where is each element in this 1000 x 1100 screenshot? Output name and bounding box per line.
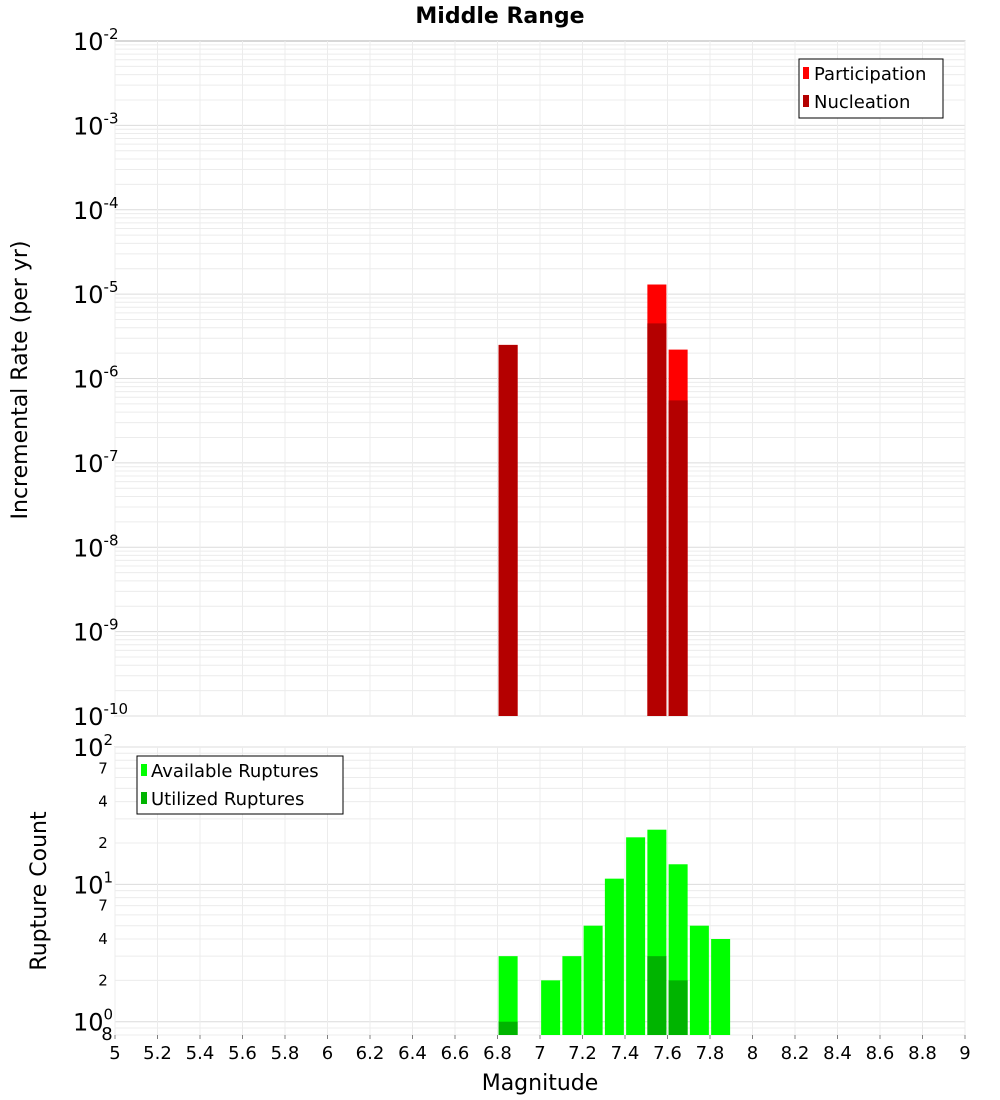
x-tick-label: 7 (534, 1043, 545, 1064)
legend-utilized-label: Utilized Ruptures (151, 789, 304, 810)
legend-participation-label: Participation (814, 64, 926, 85)
x-tick-label: 8.2 (781, 1043, 810, 1064)
x-tick-label: 8.4 (823, 1043, 852, 1064)
bottom-y-tick-major: 102 (73, 731, 113, 762)
top-y-tick-label: 10-5 (73, 278, 119, 309)
x-tick-label: 8.8 (908, 1043, 937, 1064)
x-tick-label: 6.6 (441, 1043, 470, 1064)
bottom-legend: Available Ruptures Utilized Ruptures (136, 755, 344, 815)
x-axis-label: Magnitude (482, 1071, 599, 1096)
utilized-swatch (141, 792, 147, 804)
bottom-y-tick-minor: 4 (98, 793, 108, 811)
top-y-tick-label: 10-9 (73, 616, 119, 647)
bottom-y-tick-minor: 7 (98, 897, 108, 915)
bottom-utilized-ruptures-bar (647, 956, 667, 1035)
top-y-tick-label: 10-3 (73, 109, 119, 140)
x-tick-label: 5.2 (143, 1043, 172, 1064)
bottom-y-tick-minor: 2 (98, 834, 108, 852)
legend-available-label: Available Ruptures (151, 761, 319, 782)
top-y-tick-label: 10-7 (73, 447, 119, 478)
x-tick-label: 6.4 (398, 1043, 427, 1064)
x-tick-label: 5 (109, 1043, 120, 1064)
top-nucleation-bar (668, 400, 688, 716)
participation-swatch (803, 67, 809, 79)
bottom-available-ruptures-bar (541, 980, 561, 1035)
bottom-y-tick-minor: 8 (101, 1024, 112, 1045)
bottom-panel: 102 101 100 7 4 2 7 4 2 8 Rupture Count Available… (27, 731, 966, 1045)
bottom-available-ruptures-bar (689, 925, 709, 1035)
bottom-y-tick-major: 100 (73, 1006, 113, 1037)
x-tick-label: 9 (959, 1043, 970, 1064)
x-tick-label: 6.2 (356, 1043, 385, 1064)
legend-nucleation-label: Nucleation (814, 92, 910, 113)
bottom-available-ruptures-bar (498, 956, 518, 1035)
bottom-y-tick-minor: 2 (98, 971, 108, 989)
top-bars (498, 284, 688, 716)
bottom-y-tick-major: 101 (73, 868, 113, 899)
bottom-legend-box (136, 755, 344, 815)
bottom-available-ruptures-bar (562, 956, 582, 1035)
x-tick-label: 5.8 (271, 1043, 300, 1064)
bottom-available-ruptures-bar (626, 837, 646, 1035)
top-y-tick-label: 10-6 (73, 363, 119, 394)
top-y-tick-label: 10-10 (73, 700, 128, 731)
x-tick-label: 7.2 (568, 1043, 597, 1064)
bottom-y-axis-label: Rupture Count (27, 811, 52, 971)
x-tick-label: 6 (322, 1043, 333, 1064)
available-swatch (141, 764, 147, 776)
bottom-y-tick-minor: 4 (98, 930, 108, 948)
x-tick-label: 8.6 (866, 1043, 895, 1064)
bottom-utilized-ruptures-bar (498, 1021, 518, 1035)
top-y-ticks: 10-2 10-3 10-4 10-5 10-6 10-7 10-8 10-9 10-10 (73, 25, 128, 731)
top-nucleation-bar (498, 344, 518, 716)
top-y-axis-label: Incremental Rate (per yr) (8, 241, 33, 520)
bottom-available-ruptures-bar (583, 925, 603, 1035)
x-tick-label: 7.6 (653, 1043, 682, 1064)
bottom-bars (498, 829, 731, 1035)
x-tick-label: 7.4 (611, 1043, 640, 1064)
top-panel: 10-2 10-3 10-4 10-5 10-6 10-7 10-8 10-9 10-10 In… (8, 25, 966, 731)
x-tick-label: 8 (747, 1043, 758, 1064)
top-legend: Participation Nucleation (798, 58, 944, 119)
bottom-y-tick-minor: 7 (98, 759, 108, 777)
bottom-utilized-ruptures-bar (668, 980, 688, 1035)
top-y-tick-label: 10-2 (73, 25, 119, 56)
top-y-tick-label: 10-4 (73, 194, 119, 225)
x-tick-label: 7.8 (696, 1043, 725, 1064)
x-tick-label: 5.4 (186, 1043, 215, 1064)
top-legend-box (798, 58, 944, 119)
bottom-available-ruptures-bar (604, 878, 624, 1035)
top-nucleation-bar (647, 323, 667, 716)
top-y-tick-label: 10-8 (73, 531, 119, 562)
x-ticks: 5 5.2 5.4 5.6 5.8 6 6.2 6.4 6.6 6.8 7 7.2 7.4 7.6 7.8 8… (109, 1035, 971, 1064)
nucleation-swatch (803, 95, 809, 107)
x-tick-label: 6.8 (483, 1043, 512, 1064)
top-grid (114, 41, 966, 717)
bottom-available-ruptures-bar (711, 939, 731, 1035)
x-tick-label: 5.6 (228, 1043, 257, 1064)
bottom-y-ticks: 102 101 100 7 4 2 7 4 2 8 (73, 731, 113, 1045)
chart-title: Middle Range (415, 4, 584, 29)
